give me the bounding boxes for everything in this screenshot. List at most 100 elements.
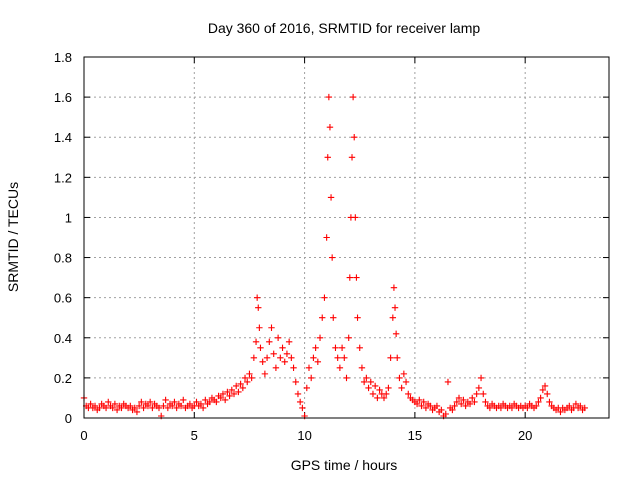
- data-point: [146, 398, 154, 406]
- data-point: [336, 364, 344, 372]
- data-point: [433, 402, 441, 410]
- data-point: [248, 374, 255, 382]
- data-point: [305, 364, 313, 372]
- data-point: [91, 402, 99, 410]
- data-point: [338, 344, 346, 352]
- data-point: [299, 404, 306, 412]
- data-point: [171, 398, 178, 406]
- data-point: [327, 194, 335, 201]
- data-series-srmtid: [80, 93, 588, 420]
- plot-frame: [83, 56, 610, 419]
- data-point: [206, 398, 213, 406]
- y-tick-label: 1.8: [54, 50, 72, 65]
- data-point: [365, 384, 372, 392]
- data-point: [358, 364, 366, 372]
- data-point: [277, 354, 284, 362]
- data-point: [224, 388, 231, 396]
- data-point: [162, 396, 169, 404]
- data-point: [405, 390, 412, 398]
- y-tick-label: 0.8: [54, 251, 72, 266]
- data-point: [160, 402, 167, 410]
- data-point: [348, 154, 356, 161]
- y-tick-label: 0.4: [54, 331, 72, 346]
- data-point: [319, 314, 326, 321]
- data-point: [230, 390, 238, 398]
- data-point: [102, 404, 110, 412]
- data-point: [486, 404, 494, 412]
- axis-ticks: 0 0.2 0.4 0.6 0.8 1 1.2 1.4 1.6 1.8 0 5 10 15 20: [54, 50, 609, 443]
- data-point: [279, 344, 286, 352]
- data-point: [455, 394, 463, 402]
- data-point: [480, 390, 487, 398]
- data-point: [226, 392, 233, 400]
- data-point: [420, 398, 427, 406]
- data-point: [312, 344, 319, 352]
- y-tick-label: 1.6: [54, 90, 72, 105]
- data-point: [233, 382, 240, 390]
- data-point: [387, 354, 394, 362]
- x-tick-label: 20: [518, 428, 532, 443]
- data-point: [296, 398, 304, 406]
- data-point: [113, 406, 121, 414]
- data-point: [572, 400, 580, 408]
- data-point: [197, 400, 205, 408]
- data-point: [328, 254, 336, 261]
- data-point: [246, 370, 253, 378]
- data-point: [270, 350, 277, 358]
- data-point: [263, 354, 271, 362]
- data-point: [442, 410, 449, 418]
- data-point: [460, 396, 467, 404]
- data-point: [316, 334, 324, 341]
- data-point: [544, 390, 551, 398]
- data-point: [524, 404, 531, 412]
- data-point: [252, 338, 260, 345]
- x-tick-label: 10: [297, 428, 311, 443]
- data-point: [334, 354, 341, 362]
- data-point: [109, 404, 116, 412]
- data-point: [541, 382, 549, 390]
- data-point: [398, 384, 405, 392]
- chart-title: Day 360 of 2016, SRMTID for receiver lam…: [208, 20, 481, 36]
- x-tick-label: 5: [191, 428, 198, 443]
- data-point: [566, 402, 573, 410]
- data-point: [385, 384, 392, 392]
- data-point: [133, 408, 141, 416]
- data-point: [369, 390, 377, 398]
- data-point: [144, 402, 152, 410]
- data-point: [237, 380, 244, 388]
- data-point: [140, 404, 147, 412]
- data-point: [256, 324, 263, 331]
- data-point: [131, 404, 138, 412]
- data-point: [135, 402, 143, 410]
- data-point: [462, 402, 469, 410]
- data-point: [416, 396, 423, 404]
- x-tick-label: 0: [80, 428, 87, 443]
- data-point: [380, 394, 388, 402]
- data-point: [324, 154, 331, 161]
- data-point: [396, 374, 403, 382]
- data-point: [451, 402, 458, 410]
- data-point: [427, 402, 434, 410]
- data-point: [111, 400, 119, 408]
- data-point: [376, 386, 383, 394]
- data-point: [272, 364, 280, 372]
- data-point: [294, 390, 302, 398]
- data-point: [314, 358, 322, 366]
- data-point: [87, 400, 94, 408]
- data-point: [508, 404, 516, 412]
- data-point: [239, 384, 247, 392]
- data-point: [290, 364, 297, 372]
- data-point: [325, 93, 333, 101]
- data-point: [577, 402, 584, 410]
- data-point: [581, 404, 588, 412]
- data-point: [180, 396, 187, 404]
- x-axis-label: GPS time / hours: [291, 457, 398, 473]
- data-point: [389, 314, 397, 321]
- y-tick-label: 1.4: [54, 130, 72, 145]
- data-point: [241, 374, 249, 382]
- data-point: [268, 324, 275, 331]
- data-point: [402, 378, 410, 386]
- y-tick-label: 0.6: [54, 291, 72, 306]
- data-point: [105, 398, 112, 406]
- data-point: [138, 398, 145, 406]
